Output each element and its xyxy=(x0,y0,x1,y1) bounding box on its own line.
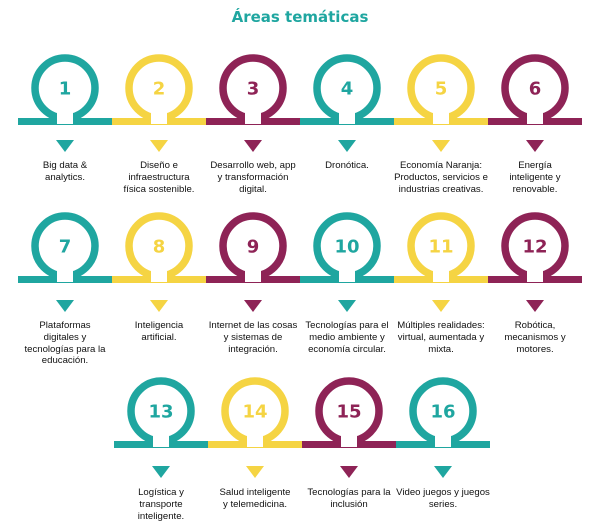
pointer-triangle xyxy=(338,300,356,312)
topic-5: 5 xyxy=(394,54,488,152)
topic-number: 7 xyxy=(59,237,72,258)
topic-label: Tecnologías para la inclusión xyxy=(307,487,391,510)
topic-12: 12 xyxy=(488,212,582,312)
pointer-triangle xyxy=(152,466,170,478)
topic-number: 16 xyxy=(430,402,455,423)
pointer-triangle xyxy=(150,300,168,312)
topic-9: 9 xyxy=(206,212,300,312)
pointer-triangle xyxy=(432,140,450,152)
ring-gap xyxy=(435,431,451,447)
ring-gap xyxy=(245,266,261,282)
topic-10: 10 xyxy=(300,212,394,312)
ring-gap xyxy=(57,266,73,282)
topic-label: Energía inteligente y renovable. xyxy=(509,160,561,195)
ring-gap xyxy=(57,108,73,124)
page-title: Áreas temáticas xyxy=(231,8,369,26)
ring-gap xyxy=(339,108,355,124)
topic-2: 2 xyxy=(112,54,206,152)
topic-number: 15 xyxy=(336,402,361,423)
topic-14: 14 xyxy=(208,377,302,478)
pointer-triangle xyxy=(244,300,262,312)
pointer-triangle xyxy=(56,300,74,312)
topic-15: 15 xyxy=(302,377,396,478)
topic-3: 3 xyxy=(206,54,300,152)
ring-gap xyxy=(341,431,357,447)
topic-label: Economía Naranja: Productos, servicios e… xyxy=(394,160,488,195)
topic-label: Salud inteligente y telemedicina. xyxy=(219,487,291,510)
topic-number: 6 xyxy=(529,79,542,100)
ring-gap xyxy=(527,266,543,282)
topic-number: 1 xyxy=(59,79,72,100)
ring-gap xyxy=(151,108,167,124)
ring-gap xyxy=(153,431,169,447)
ring-gap xyxy=(247,431,263,447)
ring-gap xyxy=(527,108,543,124)
topic-number: 8 xyxy=(153,237,166,258)
pointer-triangle xyxy=(434,466,452,478)
pointer-triangle xyxy=(526,140,544,152)
topic-8: 8 xyxy=(112,212,206,312)
topic-number: 11 xyxy=(428,237,453,258)
topic-label: Tecnologías para el medio ambiente y eco… xyxy=(305,320,389,355)
topic-label: Logística y transporte inteligente. xyxy=(137,487,185,522)
ring-gap xyxy=(151,266,167,282)
pointer-triangle xyxy=(432,300,450,312)
topic-number: 14 xyxy=(242,402,267,423)
topic-number: 10 xyxy=(334,237,359,258)
ring-gap xyxy=(433,266,449,282)
pointer-triangle xyxy=(246,466,264,478)
topic-number: 9 xyxy=(247,237,260,258)
topic-label: Big data & analytics. xyxy=(42,160,88,183)
topic-number: 2 xyxy=(153,79,166,100)
topic-label: Diseño e infraestructura física sostenib… xyxy=(123,160,195,195)
ring-gap xyxy=(245,108,261,124)
topic-label: Desarrollo web, app y transformación dig… xyxy=(210,160,296,195)
topic-number: 3 xyxy=(247,79,260,100)
topic-number: 5 xyxy=(435,79,448,100)
topic-label: Múltiples realidades: virtual, aumentada… xyxy=(397,320,485,355)
topic-label: Internet de las cosas y sistemas de inte… xyxy=(208,320,298,355)
topic-11: 11 xyxy=(394,212,488,312)
pointer-triangle xyxy=(338,140,356,152)
topic-16: 16 xyxy=(396,377,490,478)
topic-number: 4 xyxy=(341,79,354,100)
ring-gap xyxy=(339,266,355,282)
topic-label: Dronótica. xyxy=(325,160,369,171)
topic-label: Plataformas digitales y tecnologías para… xyxy=(24,320,106,367)
pointer-triangle xyxy=(150,140,168,152)
topic-4: 4 xyxy=(300,54,394,152)
topic-number: 12 xyxy=(522,237,547,258)
topic-label: Video juegos y juegos series. xyxy=(396,487,490,510)
pointer-triangle xyxy=(56,140,74,152)
topic-7: 7 xyxy=(18,212,112,312)
topic-label: Robótica, mecanismos y motores. xyxy=(504,320,566,355)
pointer-triangle xyxy=(526,300,544,312)
topic-label: Inteligencia artificial. xyxy=(134,320,184,343)
pointer-triangle xyxy=(340,466,358,478)
topic-number: 13 xyxy=(148,402,173,423)
ring-gap xyxy=(433,108,449,124)
topic-6: 6 xyxy=(488,54,582,152)
topic-13: 13 xyxy=(114,377,208,478)
pointer-triangle xyxy=(244,140,262,152)
topic-1: 1 xyxy=(18,54,112,152)
